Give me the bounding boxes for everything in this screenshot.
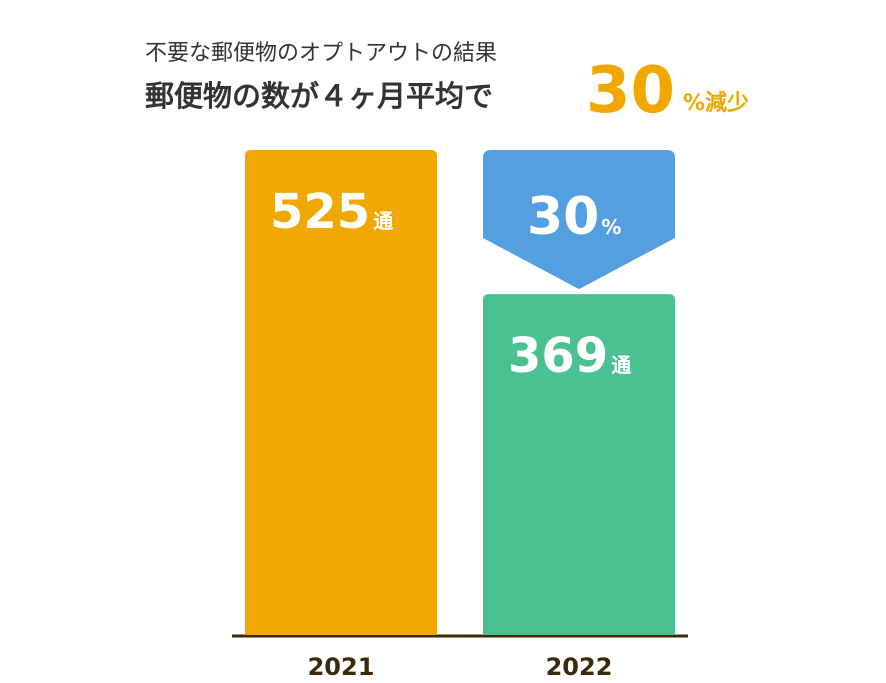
bar [245, 150, 437, 635]
headline-suffix: %減少 [683, 91, 749, 116]
badge-value: 30 [527, 187, 599, 247]
badge-unit: % [601, 215, 621, 239]
x-tick-label: 2021 [308, 653, 375, 681]
badge-label: 30% [527, 187, 621, 247]
bar [483, 294, 675, 635]
x-tick-label: 2022 [546, 653, 613, 681]
value-number: 369 [508, 328, 608, 384]
value-label: 369 通 [508, 328, 631, 384]
value-label: 525 通 [270, 184, 393, 240]
reduction-badge [483, 150, 675, 290]
headline-line1: 不要な郵便物のオプトアウトの結果 [145, 41, 497, 66]
value-number: 525 [270, 184, 370, 240]
headline-reduction: 30 [586, 54, 675, 128]
value-unit: 通 [611, 353, 631, 377]
headline-line2: 郵便物の数が４ヶ月平均で [145, 79, 493, 113]
value-unit: 通 [373, 209, 393, 233]
